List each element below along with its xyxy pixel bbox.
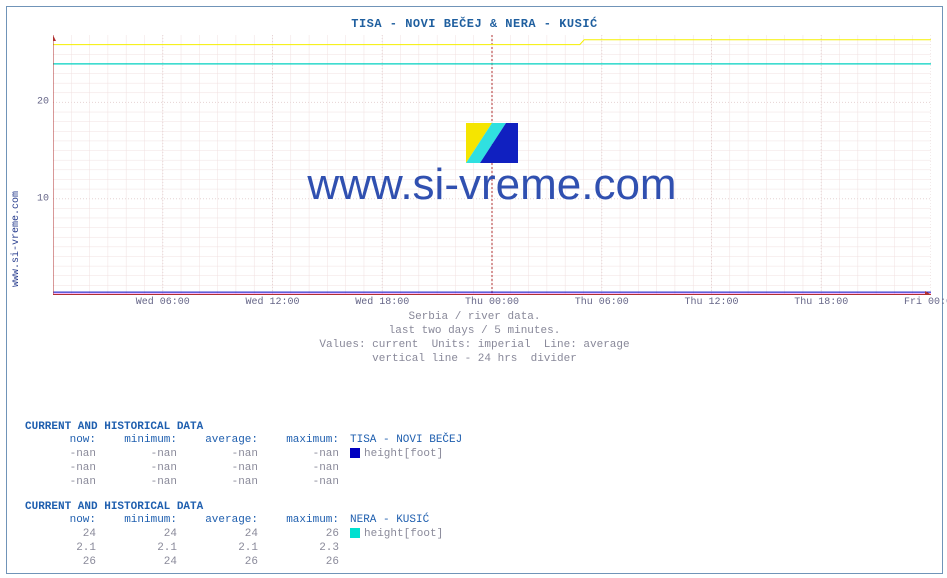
x-tick-label: Thu 06:00 [575,297,629,308]
data-block-metric: height[foot] [349,447,560,461]
data-block-cell: -nan [187,447,268,461]
chart-svg [53,35,931,295]
data-block-column-header: minimum: [106,433,187,447]
legend-swatch [350,528,360,538]
data-block-cell: 26 [268,527,349,541]
data-block-row: 24242426height[foot] [25,527,560,541]
legend-label: height[foot] [364,528,443,540]
data-block-title: CURRENT AND HISTORICAL DATA [25,421,560,433]
data-block-table: now:minimum:average:maximum: TISA - NOVI… [25,433,560,489]
data-block-cell: -nan [25,475,106,489]
data-block-series-label: NERA - KUSIĆ [349,513,560,527]
data-block-column-header: minimum: [106,513,187,527]
data-block-cell: -nan [25,461,106,475]
data-block-cell: -nan [187,475,268,489]
data-block-cell: 26 [268,555,349,569]
caption-line: Values: current Units: imperial Line: av… [7,339,942,351]
data-block-cell: -nan [25,447,106,461]
data-block-cell: -nan [268,475,349,489]
data-block-column-header: average: [187,433,268,447]
outer-frame: www.si-vreme.com TISA - NOVI BEČEJ & NER… [6,6,943,574]
data-block-cell: -nan [268,447,349,461]
x-tick-label: Thu 18:00 [794,297,848,308]
data-block-row: 26242626 [25,555,560,569]
data-block-cell: 26 [25,555,106,569]
x-tick-label: Thu 12:00 [684,297,738,308]
data-block-cell: 2.1 [187,541,268,555]
caption-line: Serbia / river data. [7,311,942,323]
data-block-cell: -nan [187,461,268,475]
x-tick-label: Wed 12:00 [245,297,299,308]
data-block-cell: -nan [106,461,187,475]
data-block-row: 2.12.12.12.3 [25,541,560,555]
data-block: CURRENT AND HISTORICAL DATAnow:minimum:a… [25,501,560,569]
chart-title: TISA - NOVI BEČEJ & NERA - KUSIĆ [7,17,942,31]
data-block-column-header: average: [187,513,268,527]
data-block-title: CURRENT AND HISTORICAL DATA [25,501,560,513]
data-block-column-header: now: [25,513,106,527]
data-block-table: now:minimum:average:maximum: NERA - KUSI… [25,513,560,569]
data-block-metric: height[foot] [349,527,560,541]
legend-swatch [350,448,360,458]
data-block-series-label: TISA - NOVI BEČEJ [349,433,560,447]
data-block-cell: 24 [106,555,187,569]
chart-area: www.si-vreme.com Wed 06:00Wed 12:00Wed 1… [53,35,931,295]
data-block-row: -nan-nan-nan-nanheight[foot] [25,447,560,461]
site-label-vertical: www.si-vreme.com [11,137,22,287]
data-block-row: -nan-nan-nan-nan [25,461,560,475]
data-block-cell: 2.3 [268,541,349,555]
data-block-row: -nan-nan-nan-nan [25,475,560,489]
legend-label: height[foot] [364,448,443,460]
data-block-cell: 2.1 [106,541,187,555]
y-tick-label: 10 [31,193,49,204]
x-tick-label: Wed 06:00 [136,297,190,308]
data-block-column-header: maximum: [268,513,349,527]
x-tick-label: Thu 00:00 [465,297,519,308]
data-block-column-header: now: [25,433,106,447]
data-block-column-header: maximum: [268,433,349,447]
x-tick-label: Fri 00:00 [904,297,947,308]
data-block-cell: -nan [106,447,187,461]
data-block-cell: -nan [268,461,349,475]
caption-line: last two days / 5 minutes. [7,325,942,337]
x-tick-label: Wed 18:00 [355,297,409,308]
data-block-cell: 24 [106,527,187,541]
data-block-cell: 26 [187,555,268,569]
data-block-cell: 24 [187,527,268,541]
data-block-cell: 2.1 [25,541,106,555]
y-tick-label: 20 [31,97,49,108]
data-block-cell: -nan [106,475,187,489]
data-block: CURRENT AND HISTORICAL DATAnow:minimum:a… [25,421,560,489]
caption-line: vertical line - 24 hrs divider [7,353,942,365]
data-block-cell: 24 [25,527,106,541]
